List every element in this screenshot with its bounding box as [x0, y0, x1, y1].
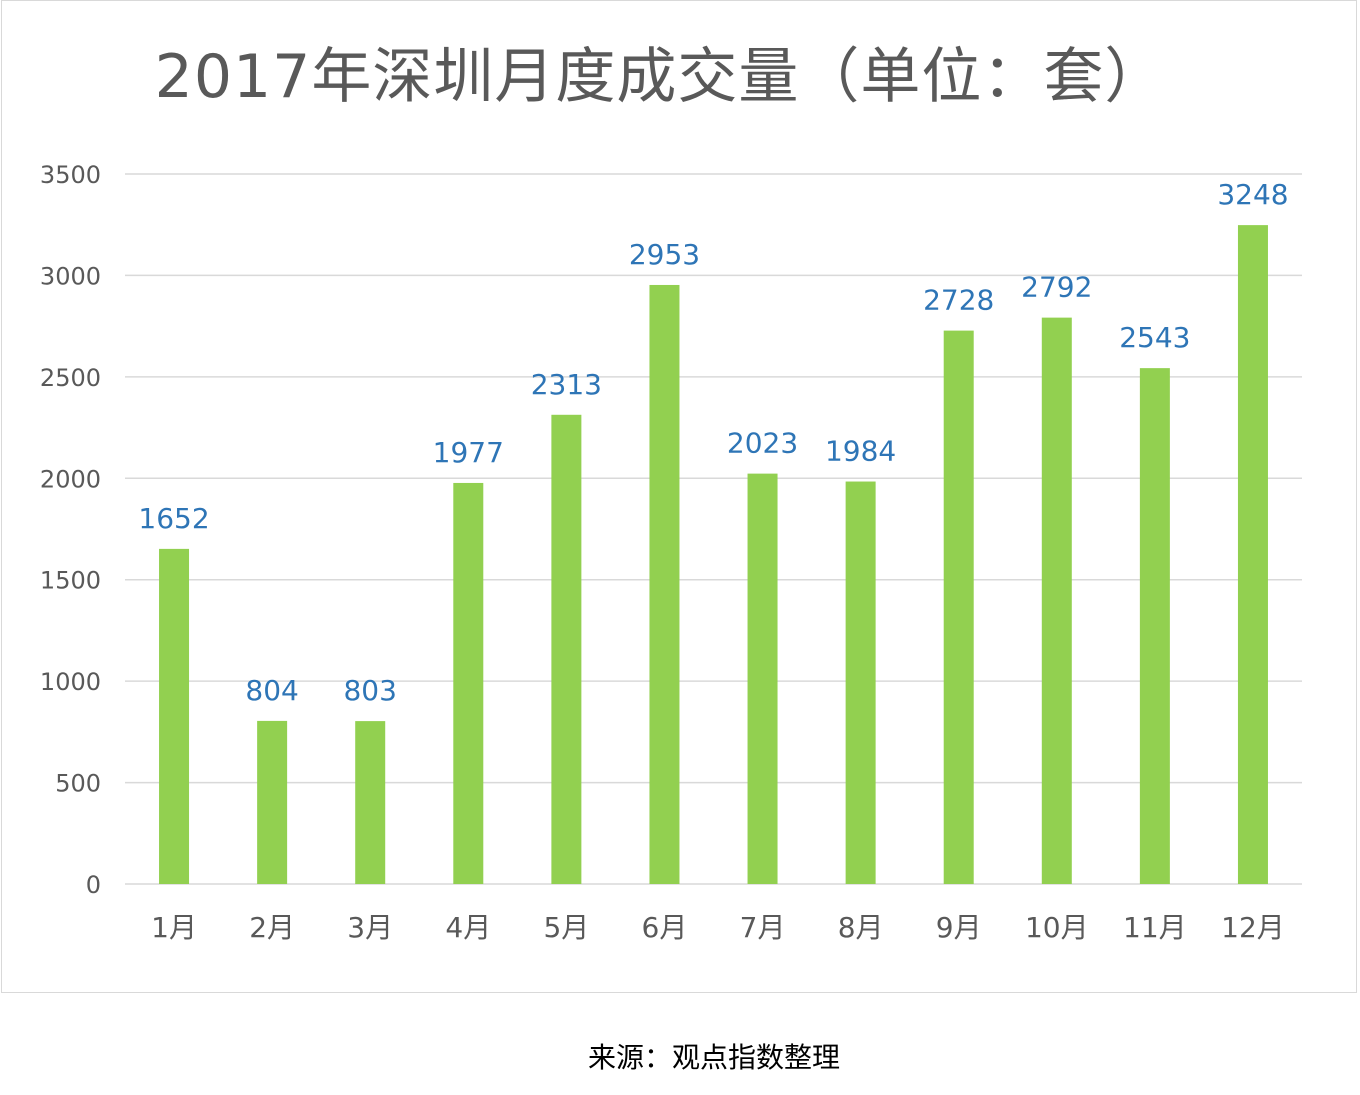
- bar: [943, 330, 974, 884]
- bar: [747, 473, 778, 884]
- y-tick-label: 3500: [40, 161, 101, 189]
- x-tick-label: 8月: [838, 911, 884, 944]
- bar-value-label: 803: [343, 674, 396, 707]
- bar-value-label: 2543: [1119, 321, 1190, 354]
- gridlines: [125, 173, 1302, 885]
- x-tick-label: 7月: [740, 911, 786, 944]
- x-tick-label: 11月: [1123, 911, 1187, 944]
- x-tick-label: 2月: [249, 911, 295, 944]
- bar-value-label: 2313: [531, 368, 602, 401]
- bar-value-label: 2953: [629, 238, 700, 271]
- x-tick-label: 3月: [347, 911, 393, 944]
- bar: [159, 548, 190, 884]
- bar: [649, 284, 680, 884]
- x-tick-label: 12月: [1221, 911, 1285, 944]
- data-labels: 1652 804 803 1977 2313 2953 2023 1984 2728 2792 25…: [138, 178, 1288, 707]
- y-tick-label: 0: [86, 871, 101, 899]
- bar-value-label: 2792: [1021, 271, 1092, 304]
- x-tick-label: 10月: [1025, 911, 1089, 944]
- bar-value-label: 804: [245, 674, 298, 707]
- bar-value-label: 1652: [138, 502, 209, 535]
- bar: [845, 481, 876, 884]
- x-tick-label: 9月: [936, 911, 982, 944]
- x-tick-label: 5月: [543, 911, 589, 944]
- bar: [551, 414, 582, 884]
- x-tick-label: 6月: [642, 911, 688, 944]
- bar: [1139, 368, 1170, 884]
- bar-value-label: 3248: [1217, 178, 1288, 211]
- bar: [1237, 225, 1268, 884]
- x-axis-tick-labels: 1月 2月 3月 4月 5月 6月 7月 8月 9月 10月 11月 12月: [151, 911, 1285, 944]
- y-tick-label: 1000: [40, 668, 101, 696]
- x-tick-label: 4月: [445, 911, 491, 944]
- y-tick-label: 3000: [40, 262, 101, 290]
- source-note: 来源：观点指数整理: [587, 1041, 840, 1074]
- chart-title: 2017年深圳月度成交量（单位：套）: [154, 42, 1166, 112]
- bar: [355, 721, 386, 884]
- y-tick-label: 2000: [40, 465, 101, 493]
- bar-value-label: 2023: [727, 427, 798, 460]
- bar: [1041, 317, 1072, 884]
- bar-value-label: 1977: [433, 436, 504, 469]
- y-axis-tick-labels: 0 500 1000 1500 2000 2500 3000 3500: [40, 161, 101, 899]
- bars: [159, 225, 1268, 884]
- bar-value-label: 1984: [825, 435, 896, 468]
- y-tick-label: 500: [55, 770, 101, 798]
- bar-value-label: 2728: [923, 284, 994, 317]
- bar: [453, 482, 484, 884]
- y-tick-label: 1500: [40, 567, 101, 595]
- y-tick-label: 2500: [40, 364, 101, 392]
- bar: [257, 720, 288, 884]
- x-tick-label: 1月: [151, 911, 197, 944]
